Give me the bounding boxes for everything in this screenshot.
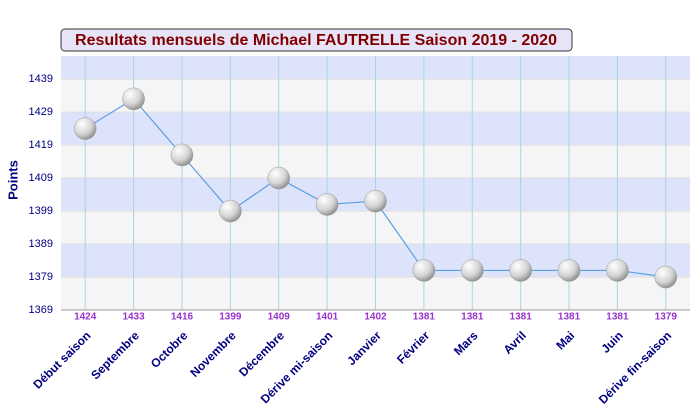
value-label: 1379 (655, 312, 678, 323)
x-tick-label: Décembre (236, 328, 287, 379)
point (170, 143, 194, 167)
y-tick-label: 1369 (29, 304, 53, 316)
point (509, 259, 532, 282)
point (73, 117, 97, 140)
point (557, 259, 581, 282)
y-tick-label: 1419 (29, 139, 53, 151)
x-tick-label: Mai (553, 328, 577, 352)
value-label: 1416 (171, 312, 194, 323)
title-box (60, 28, 573, 52)
y-tick-label: 1379 (29, 271, 53, 283)
y-tick-label: 1439 (29, 73, 53, 85)
x-tick-label: Octobre (148, 328, 191, 371)
value-label: 1401 (316, 312, 339, 323)
x-tick-label: Juin (598, 328, 625, 355)
x-tick-label: Septembre (88, 328, 142, 382)
value-label: 1381 (558, 312, 581, 323)
chart-title: Resultats mensuels de Michael FAUTRELLE … (75, 32, 557, 49)
point (412, 259, 436, 282)
y-axis-label: Points (5, 160, 20, 200)
point (606, 259, 629, 282)
y-tick-label: 1389 (29, 238, 53, 250)
point (364, 189, 387, 213)
value-label: 1381 (510, 312, 533, 323)
x-tick-label: Février (394, 328, 432, 366)
value-label: 1402 (364, 312, 387, 323)
y-tick-label: 1399 (29, 205, 53, 217)
value-label: 1381 (606, 312, 629, 323)
point (267, 166, 290, 190)
x-tick-label: Novembre (187, 328, 239, 380)
point (461, 259, 484, 282)
value-label: 1381 (413, 312, 436, 323)
point (219, 199, 242, 223)
x-tick-label: Avril (501, 328, 529, 356)
plot-area (61, 56, 690, 311)
value-label: 1399 (219, 312, 242, 323)
value-label: 1381 (461, 312, 484, 323)
y-tick-label: 1409 (29, 172, 53, 184)
value-label: 1424 (74, 312, 97, 323)
value-label: 1433 (122, 312, 145, 323)
x-tick-label: Janvier (344, 328, 384, 368)
value-label: 1409 (268, 312, 291, 323)
x-tick-label: Début saison (30, 328, 93, 391)
y-tick-label: 1429 (29, 106, 53, 118)
point (122, 87, 145, 111)
point (315, 193, 339, 216)
point (654, 265, 678, 289)
x-tick-label: Mars (451, 328, 481, 358)
